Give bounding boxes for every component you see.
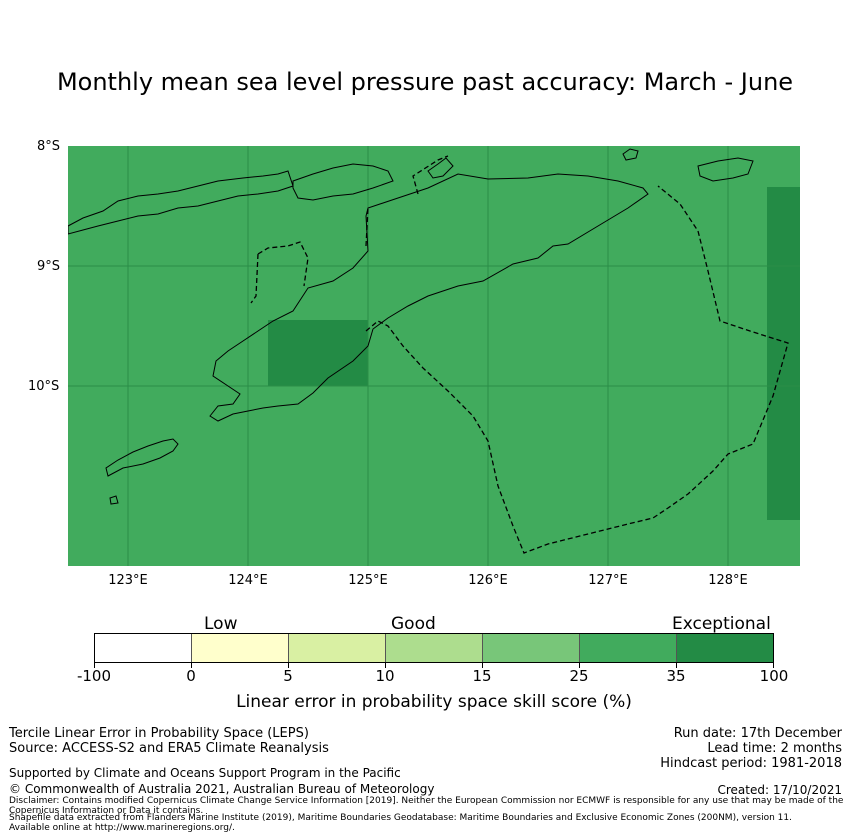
wetar-coastline [427,148,754,182]
skill-map [68,146,800,566]
colorbar-segment [677,634,773,662]
colorbar-tick-label: -100 [76,667,112,685]
maritime-boundary [250,241,309,304]
lon-label: 123°E [108,573,148,588]
lon-label: 125°E [348,573,388,588]
colorbar-tick-label: 100 [759,667,789,685]
timor-coastline [209,173,649,422]
colorbar [94,633,774,663]
colorbar-tick-label: 5 [283,667,293,685]
lead-time: Lead time: 2 months [707,741,842,756]
graticule [68,146,800,566]
shapefile-credit: Shapefile data extracted from Flanders M… [9,813,792,833]
lon-label: 126°E [468,573,508,588]
copyright-text: © Commonwealth of Australia 2021, Austra… [9,782,435,796]
colorbar-segment [289,634,386,662]
colorbar-tick [579,663,580,668]
colorbar-segment [192,634,289,662]
exceptional-cell [767,187,800,520]
colorbar-tick [385,663,386,668]
method-text: Tercile Linear Error in Probability Spac… [9,726,309,741]
colorbar-tick [773,663,774,668]
colorbar-segment [95,634,192,662]
lat-label: 9°S [37,259,61,274]
colorbar-segment [580,634,677,662]
legend-category-good: Good [391,614,436,634]
disclaimer-text: Disclaimer: Contains modified Copernicus… [9,796,844,816]
hindcast-period: Hindcast period: 1981-2018 [660,756,842,771]
colorbar-tick-label: 25 [569,667,589,685]
rote-coastline [105,438,179,505]
colorbar-tick [191,663,192,668]
created-date: Created: 17/10/2021 [717,783,842,797]
colorbar-tick-label: 15 [472,667,492,685]
colorbar-segment [386,634,483,662]
colorbar-tick [94,663,95,668]
run-date: Run date: 17th December [673,726,842,741]
alor-coastline [292,163,394,201]
ocean-skill-field [68,146,800,566]
source-text: Source: ACCESS-S2 and ERA5 Climate Reana… [9,741,329,756]
lon-label: 124°E [228,573,268,588]
support-text: Supported by Climate and Oceans Support … [9,766,401,780]
colorbar-tick [676,663,677,668]
lat-label: 8°S [37,139,61,154]
lon-label: 128°E [708,573,748,588]
map-title: Monthly mean sea level pressure past acc… [56,68,794,96]
legend-category-exceptional: Exceptional [672,614,771,634]
colorbar-segment [483,634,580,662]
colorbar-tick [482,663,483,668]
maritime-boundary [365,155,449,247]
exceptional-cell [268,320,368,386]
colorbar-tick-label: 0 [186,667,196,685]
lon-label: 127°E [588,573,628,588]
colorbar-tick-label: 10 [375,667,395,685]
lat-label: 10°S [28,379,60,394]
colorbar-label: Linear error in probability space skill … [236,692,632,712]
colorbar-tick-label: 35 [666,667,686,685]
maritime-boundary [365,185,789,554]
legend-category-low: Low [204,614,238,634]
colorbar-tick [288,663,289,668]
